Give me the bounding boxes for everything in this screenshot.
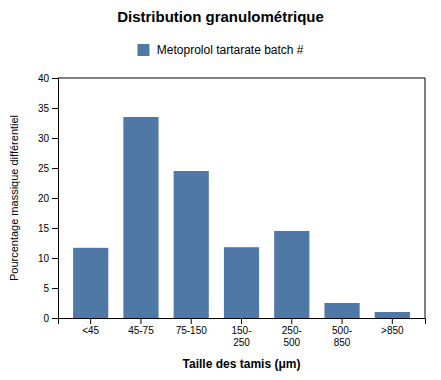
y-tick: 10 bbox=[38, 253, 58, 264]
x-tick-label-line: <45 bbox=[82, 325, 99, 336]
x-tick-label: 250-500 bbox=[282, 325, 302, 348]
x-tick: <45 bbox=[82, 318, 99, 336]
x-tick: >850 bbox=[381, 318, 404, 336]
chart-container: 0510152025303540<4545-7575-150150-250250… bbox=[0, 0, 441, 380]
y-tick-label: 0 bbox=[43, 313, 49, 324]
chart-title: Distribution granulométrique bbox=[117, 8, 324, 25]
x-tick: 45-75 bbox=[128, 318, 154, 336]
x-tick-mark bbox=[291, 318, 292, 324]
y-tick-mark bbox=[52, 288, 58, 289]
x-tick-label-line: 500 bbox=[283, 337, 300, 348]
y-axis: 0 5 10 15 20 25 30 35 40 bbox=[38, 73, 59, 324]
x-tick: 75-150 bbox=[176, 318, 208, 336]
y-tick-mark bbox=[52, 318, 58, 319]
legend-swatch bbox=[137, 44, 149, 56]
x-tick-label-line: >850 bbox=[381, 325, 404, 336]
y-tick: 15 bbox=[38, 223, 58, 234]
x-tick-label-line: 150- bbox=[231, 325, 251, 336]
y-tick: 0 bbox=[43, 313, 58, 324]
x-tick: 250-500 bbox=[282, 318, 302, 348]
bar bbox=[73, 248, 108, 318]
x-tick-label-line: 850 bbox=[334, 337, 351, 348]
y-tick-mark bbox=[52, 168, 58, 169]
x-tick-label-line: 500- bbox=[332, 325, 352, 336]
x-axis-line bbox=[59, 319, 426, 325]
x-tick-mark bbox=[241, 318, 242, 324]
x-tick-label: 150-250 bbox=[231, 325, 251, 348]
y-tick-label: 20 bbox=[38, 193, 50, 204]
y-tick-mark bbox=[52, 78, 58, 79]
x-tick-label: >850 bbox=[381, 325, 404, 336]
bar bbox=[274, 231, 309, 318]
y-tick-label: 15 bbox=[38, 223, 50, 234]
y-tick-label: 35 bbox=[38, 103, 50, 114]
y-tick-mark bbox=[52, 108, 58, 109]
y-tick: 20 bbox=[38, 193, 58, 204]
x-tick-mark bbox=[140, 318, 141, 324]
y-tick-label: 25 bbox=[38, 163, 50, 174]
y-tick: 35 bbox=[38, 103, 58, 114]
legend-item: Metoprolol tartarate batch # bbox=[137, 43, 303, 57]
x-tick-label-line: 250 bbox=[233, 337, 250, 348]
y-tick-label: 30 bbox=[38, 133, 50, 144]
x-tick-label-line: 45-75 bbox=[128, 325, 154, 336]
x-tick-mark bbox=[342, 318, 343, 324]
y-tick-label: 5 bbox=[43, 283, 49, 294]
x-tick-label: <45 bbox=[82, 325, 99, 336]
bar bbox=[375, 312, 410, 318]
x-tick-mark bbox=[90, 318, 91, 324]
y-axis-title: Pourcentage massique différentiel bbox=[8, 115, 20, 281]
x-axis-title: Taille des tamis (μm) bbox=[183, 357, 301, 371]
y-tick: 5 bbox=[43, 283, 58, 294]
bar bbox=[324, 303, 359, 318]
bar bbox=[123, 117, 158, 318]
frame-top bbox=[58, 78, 425, 79]
x-axis: <45 45-75 75-150 150-250 250-500 500-850 >850 bbox=[59, 318, 426, 348]
chart-svg: 0510152025303540<4545-7575-150150-250250… bbox=[0, 0, 441, 380]
x-tick-label: 75-150 bbox=[176, 325, 208, 336]
x-tick: 500-850 bbox=[332, 318, 352, 348]
legend: Metoprolol tartarate batch # bbox=[137, 43, 303, 57]
y-tick-mark bbox=[52, 228, 58, 229]
frame-right bbox=[425, 78, 426, 318]
plot-area: 0510152025303540<4545-7575-150150-250250… bbox=[38, 73, 426, 348]
bar bbox=[174, 171, 209, 318]
x-tick-label: 500-850 bbox=[332, 325, 352, 348]
x-tick-label-line: 75-150 bbox=[176, 325, 208, 336]
y-tick-mark bbox=[52, 138, 58, 139]
legend-label: Metoprolol tartarate batch # bbox=[153, 43, 303, 57]
x-tick-label-line: 250- bbox=[282, 325, 302, 336]
y-tick-mark bbox=[52, 258, 58, 259]
y-axis-line bbox=[52, 79, 59, 319]
x-tick: 150-250 bbox=[231, 318, 251, 348]
y-tick-mark bbox=[52, 198, 58, 199]
x-tick-label: 45-75 bbox=[128, 325, 154, 336]
y-tick-label: 40 bbox=[38, 73, 50, 84]
y-tick-label: 10 bbox=[38, 253, 50, 264]
y-tick: 30 bbox=[38, 133, 58, 144]
bar bbox=[224, 247, 259, 318]
y-tick: 40 bbox=[38, 73, 58, 84]
bars bbox=[73, 117, 410, 318]
x-tick-mark bbox=[191, 318, 192, 324]
y-tick: 25 bbox=[38, 163, 58, 174]
x-tick-mark bbox=[392, 318, 393, 324]
